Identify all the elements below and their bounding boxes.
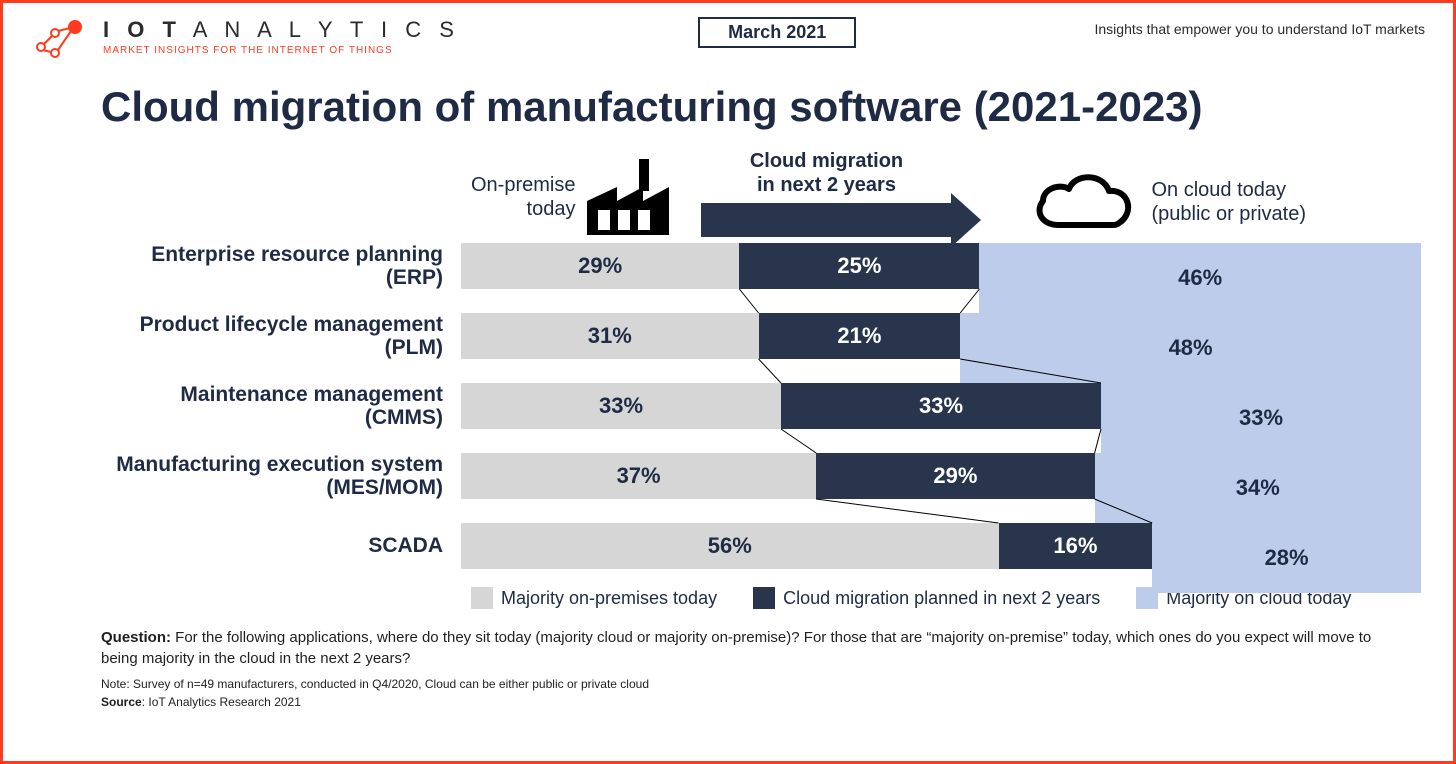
brand-subline: MARKET INSIGHTS FOR THE INTERNET OF THIN… [103, 45, 460, 56]
col-header-onpremise-l1: On-premise [471, 173, 575, 197]
swatch-onpremise [471, 587, 493, 609]
row-label: Product lifecycle management(PLM) [31, 313, 461, 359]
source-label: Source [101, 695, 142, 709]
segment-onpremise: 56% [461, 523, 999, 569]
col-header-migration: Cloud migration in next 2 years [701, 149, 951, 237]
brand-name-bold: I O T [103, 17, 182, 42]
brand-tagline: Insights that empower you to understand … [1095, 17, 1425, 37]
row-label: Enterprise resource planning(ERP) [31, 243, 461, 289]
swatch-migration [753, 587, 775, 609]
column-headers: On-premise today [471, 137, 1425, 237]
legend-label-migration: Cloud migration planned in next 2 years [783, 588, 1100, 609]
segment-migration: 33% [781, 383, 1101, 429]
segment-onpremise: 31% [461, 313, 759, 359]
segment-cloud: 46% [979, 243, 1421, 313]
col-header-migration-l2: in next 2 years [750, 173, 903, 197]
brand-name-light: A N A L Y T I C S [182, 17, 460, 42]
chart-row: SCADA56%16%28% [31, 523, 1425, 569]
col-header-migration-l1: Cloud migration [750, 149, 903, 173]
slide-frame: I O T A N A L Y T I C S MARKET INSIGHTS … [0, 0, 1456, 764]
segment-migration: 16% [999, 523, 1153, 569]
segment-onpremise: 29% [461, 243, 739, 289]
question-label: Question: [101, 629, 171, 646]
segment-cloud: 28% [1152, 523, 1421, 593]
factory-icon [583, 157, 673, 237]
segment-cloud: 34% [1095, 453, 1421, 523]
legend-label-onpremise: Majority on-premises today [501, 588, 717, 609]
col-header-cloud-l1: On cloud today [1151, 178, 1306, 202]
stacked-bar: 37%29%34% [461, 453, 1421, 499]
segment-migration: 21% [759, 313, 961, 359]
cloud-icon [1029, 167, 1139, 237]
chart-row: Manufacturing execution system(MES/MOM)3… [31, 453, 1425, 499]
stacked-bar-chart: Enterprise resource planning(ERP)29%25%4… [31, 243, 1425, 569]
col-header-onpremise: On-premise today [471, 157, 673, 237]
legend-item-onpremise: Majority on-premises today [471, 587, 717, 609]
stacked-bar: 33%33%33% [461, 383, 1421, 429]
segment-cloud: 48% [960, 313, 1421, 383]
segment-onpremise: 33% [461, 383, 781, 429]
stacked-bar: 29%25%46% [461, 243, 1421, 289]
stacked-bar: 31%21%48% [461, 313, 1421, 359]
col-header-onpremise-l2: today [471, 197, 575, 221]
chart-title: Cloud migration of manufacturing softwar… [101, 83, 1425, 131]
col-header-cloud-l2: (public or private) [1151, 202, 1306, 226]
row-label: Manufacturing execution system(MES/MOM) [31, 453, 461, 499]
survey-question: Question: For the following applications… [101, 627, 1411, 669]
segment-onpremise: 37% [461, 453, 816, 499]
stacked-bar: 56%16%28% [461, 523, 1421, 569]
col-header-cloud: On cloud today (public or private) [1029, 167, 1306, 237]
survey-note: Note: Survey of n=49 manufacturers, cond… [101, 677, 1425, 691]
source-text: : IoT Analytics Research 2021 [142, 695, 301, 709]
segment-migration: 29% [816, 453, 1094, 499]
logo-nodes-icon [31, 17, 93, 61]
legend-item-migration: Cloud migration planned in next 2 years [753, 587, 1100, 609]
chart-row: Product lifecycle management(PLM)31%21%4… [31, 313, 1425, 359]
date-badge: March 2021 [698, 17, 856, 48]
source-line: Source: IoT Analytics Research 2021 [101, 695, 1425, 709]
question-text: For the following applications, where do… [101, 629, 1371, 667]
chart-row: Enterprise resource planning(ERP)29%25%4… [31, 243, 1425, 289]
row-label: Maintenance management(CMMS) [31, 383, 461, 429]
brand-name: I O T A N A L Y T I C S [103, 17, 460, 43]
segment-cloud: 33% [1101, 383, 1421, 453]
header: I O T A N A L Y T I C S MARKET INSIGHTS … [31, 17, 1425, 61]
brand-text: I O T A N A L Y T I C S MARKET INSIGHTS … [103, 17, 460, 56]
row-label: SCADA [31, 534, 461, 557]
brand-logo: I O T A N A L Y T I C S MARKET INSIGHTS … [31, 17, 460, 61]
chart-row: Maintenance management(CMMS)33%33%33% [31, 383, 1425, 429]
segment-migration: 25% [739, 243, 979, 289]
arrow-right-icon [701, 203, 951, 237]
